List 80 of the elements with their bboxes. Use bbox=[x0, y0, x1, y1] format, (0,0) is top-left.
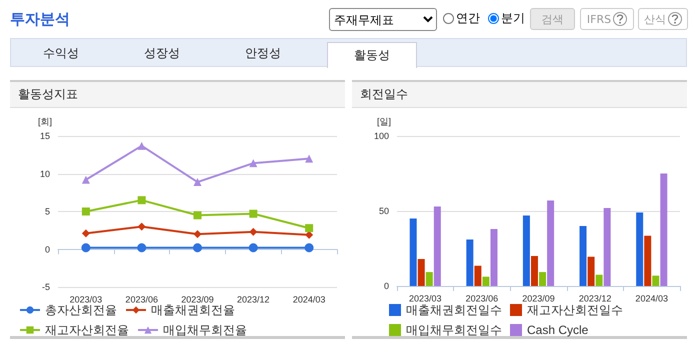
x-tick-label: 2024/03 bbox=[635, 294, 668, 304]
point bbox=[138, 142, 146, 150]
legend-label: 재고자산회전율 bbox=[45, 323, 129, 337]
y-tick-label: 10 bbox=[40, 168, 50, 179]
x-tick-label: 2024/03 bbox=[292, 294, 326, 304]
point bbox=[249, 210, 258, 218]
point bbox=[305, 224, 314, 232]
x-tick-label: 2023/12 bbox=[237, 294, 270, 304]
text: 산식 bbox=[644, 12, 666, 26]
bar bbox=[636, 212, 644, 286]
x-tick-label: 2023/06 bbox=[466, 294, 498, 304]
point bbox=[249, 159, 258, 168]
x-tick-label: 2023/12 bbox=[578, 294, 612, 304]
legend-label: 매출채권회전일수 bbox=[406, 303, 502, 317]
point bbox=[194, 211, 202, 220]
point bbox=[138, 222, 146, 231]
text: 연간 bbox=[456, 10, 480, 27]
point bbox=[193, 243, 202, 252]
text: 성장성 bbox=[143, 44, 181, 62]
point bbox=[82, 176, 90, 184]
legend-label: 매출채권회전율 bbox=[151, 303, 235, 317]
x-tick-label: 2023/06 bbox=[125, 294, 158, 304]
bar bbox=[410, 218, 417, 286]
bar bbox=[434, 206, 441, 286]
bar bbox=[466, 240, 474, 286]
bar bbox=[644, 236, 652, 286]
point bbox=[194, 178, 202, 186]
y-axis-title: [일] bbox=[376, 116, 391, 126]
bar bbox=[522, 216, 530, 286]
x-tick-label: 2023/09 bbox=[522, 294, 555, 304]
y-tick-label: 0 bbox=[384, 281, 389, 291]
point bbox=[82, 208, 90, 216]
y-axis-title: [회] bbox=[38, 116, 52, 126]
bar bbox=[418, 259, 425, 286]
bar bbox=[660, 174, 668, 286]
text: 투자분석 bbox=[10, 10, 70, 29]
y-tick-label: 5 bbox=[44, 206, 50, 216]
bar bbox=[530, 256, 538, 286]
legend-label: 매입채무회전율 bbox=[163, 323, 247, 337]
chart-title: 회전일수 bbox=[352, 80, 687, 108]
text: 분기 bbox=[501, 10, 525, 27]
y-tick-label: 0 bbox=[44, 244, 50, 254]
bar bbox=[482, 276, 490, 286]
point bbox=[305, 154, 314, 163]
x-tick-label: 2023/03 bbox=[70, 294, 102, 304]
text: IFRS bbox=[586, 12, 612, 26]
bar bbox=[474, 266, 482, 286]
y-tick-label: 15 bbox=[40, 131, 50, 141]
point bbox=[81, 243, 90, 252]
y-tick-label: 50 bbox=[378, 206, 389, 216]
y-tick-label: 100 bbox=[374, 131, 389, 141]
bar bbox=[580, 226, 587, 286]
bar bbox=[588, 256, 595, 286]
point bbox=[249, 228, 258, 236]
bar bbox=[426, 272, 433, 286]
x-tick-label: 2023/09 bbox=[181, 294, 214, 304]
chart-title: 활동성지표 bbox=[10, 80, 345, 108]
legend-label: Cash Cycle bbox=[527, 323, 589, 337]
bar bbox=[490, 229, 498, 286]
point bbox=[304, 243, 314, 252]
point bbox=[82, 229, 90, 238]
text: 활동성 bbox=[327, 42, 417, 68]
text: 주재무제표 bbox=[329, 8, 437, 31]
legend-label: 총자산회전율 bbox=[45, 303, 117, 317]
point bbox=[138, 196, 146, 204]
legend-label: 매입채무회전일수 bbox=[406, 323, 502, 337]
bar bbox=[539, 272, 546, 286]
bar bbox=[547, 200, 554, 286]
text: 안정성 bbox=[244, 44, 282, 62]
bar bbox=[596, 274, 603, 286]
bar bbox=[652, 276, 660, 286]
bar bbox=[604, 208, 611, 286]
y-tick-label: -5 bbox=[42, 282, 50, 292]
point bbox=[137, 243, 146, 252]
text: 검색 bbox=[530, 8, 575, 30]
x-tick-label: 2023/03 bbox=[409, 294, 442, 304]
text: 수익성 bbox=[42, 44, 80, 62]
point bbox=[194, 230, 202, 238]
point bbox=[248, 243, 258, 252]
legend-label: 재고자산회전일수 bbox=[527, 303, 623, 317]
